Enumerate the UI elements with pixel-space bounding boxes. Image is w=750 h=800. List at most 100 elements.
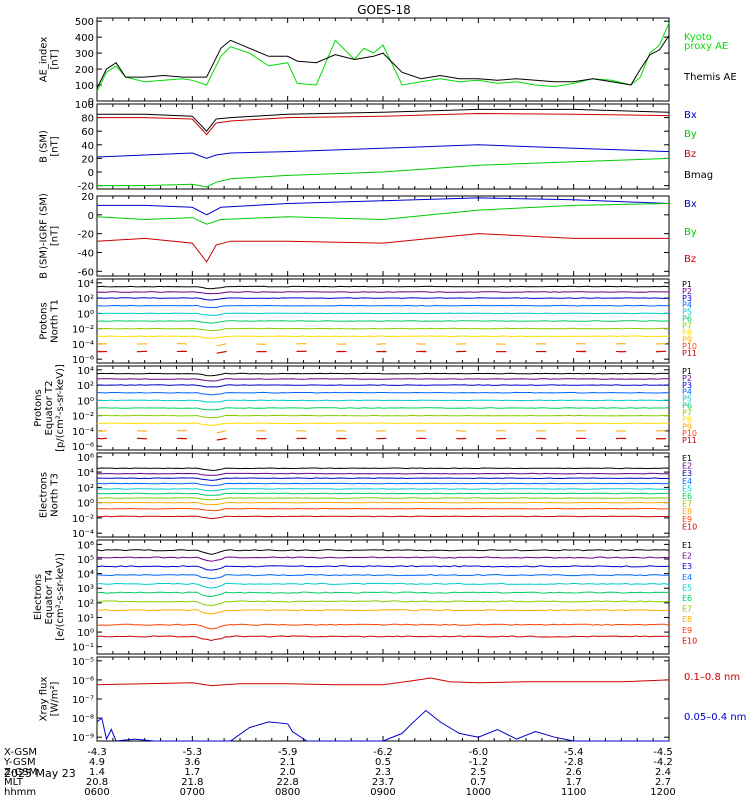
- channel-legend-E9: E9: [682, 626, 692, 635]
- channel-line-en-E9: [96, 507, 670, 512]
- ephemeris-value: 20.8: [86, 777, 108, 788]
- channel-line-ee-E1: [96, 549, 670, 555]
- ephemeris-value: -5.3: [183, 747, 203, 758]
- y-tick-label: 10⁶: [77, 540, 94, 551]
- channel-line-pn-P2: [96, 291, 669, 295]
- channel-line-ee-E6: [96, 591, 670, 598]
- y-axis-label: [nT]: [50, 49, 61, 69]
- channel-legend-E3: E3: [682, 469, 692, 478]
- series-legend-bigrf-0: Bx: [684, 199, 697, 210]
- y-axis-label: Electrons: [39, 472, 50, 518]
- series-line-bigrf-2: [96, 233, 669, 263]
- panel-frame: [96, 195, 670, 277]
- y-tick-label: 80: [81, 114, 94, 125]
- channel-legend-E1: E1: [682, 541, 692, 550]
- y-tick-label: 10⁴: [77, 570, 94, 581]
- channel-legend-P7: P7: [682, 408, 692, 417]
- ephemeris-value: -6.0: [469, 747, 489, 758]
- channel-line-en-E8: [97, 501, 669, 506]
- panel-frame: [96, 452, 670, 538]
- y-tick-label: 10⁻⁶: [72, 676, 94, 687]
- plot-title: GOES-18: [357, 3, 411, 17]
- ephemeris-row-label: hhmm: [4, 787, 36, 798]
- ephemeris-value: 2.0: [280, 767, 296, 778]
- ephemeris-value: 0.5: [375, 757, 391, 768]
- y-tick-label: 10⁶: [77, 453, 94, 464]
- y-tick-label: 10²: [77, 381, 94, 392]
- y-tick-label: 200: [75, 65, 94, 76]
- channel-legend-P8: P8: [682, 328, 692, 337]
- channel-legend-E10: E10: [682, 522, 697, 531]
- series-legend-bsm-3: Bmag: [684, 170, 713, 181]
- y-tick-label: 20: [81, 154, 94, 165]
- channel-legend-E2: E2: [682, 462, 692, 471]
- channel-line-pe-P8: [96, 422, 670, 426]
- ephemeris-table: X-GSM -4.3 -5.3 -5.9 -6.2 -6.0 -5.4 -4.5 Y-GSM 4.…: [3, 747, 676, 798]
- channel-legend-P1: P1: [682, 367, 692, 376]
- y-tick-label: 10⁰: [77, 499, 94, 510]
- channel-legend-E3: E3: [682, 562, 692, 571]
- ephemeris-value: -1.2: [469, 757, 489, 768]
- ephemeris-value: 1.4: [89, 767, 105, 778]
- channel-line-pe-P9: [96, 430, 670, 434]
- channel-line-pe-P7: [97, 414, 670, 419]
- y-tick-label: 500: [75, 17, 94, 28]
- y-tick-label: 10²: [77, 599, 94, 610]
- y-tick-label: 60: [81, 127, 94, 138]
- y-tick-label: 10⁻¹: [72, 643, 94, 654]
- ephemeris-row-label: Z-GSM: [4, 767, 37, 778]
- channel-legend-E6: E6: [682, 594, 692, 603]
- channel-line-en-E2: [96, 472, 670, 476]
- channel-line-en-E10: [97, 515, 670, 520]
- y-axis-label: Equator T4: [44, 570, 55, 625]
- channel-line-ee-E4: [96, 573, 669, 580]
- y-axis-label: B (SM): [39, 130, 50, 163]
- ephemeris-value: 1000: [466, 787, 491, 798]
- ephemeris-value: 0600: [84, 787, 109, 798]
- y-tick-label: 10²: [77, 294, 94, 305]
- y-tick-label: 10³: [77, 584, 94, 595]
- channel-line-pe-P1: [96, 372, 669, 377]
- panel-ee: 10⁶ 10⁵ 10⁴ 10³ 10² 10¹ 10⁰ 10⁻¹ Electrons Equato…: [33, 539, 697, 655]
- channel-legend-P11: P11: [682, 349, 697, 358]
- channel-line-en-E4: [96, 482, 670, 487]
- y-tick-label: 300: [75, 49, 94, 60]
- y-tick-label: 10⁻⁷: [72, 695, 94, 706]
- series-line-ae-0: [96, 22, 670, 92]
- y-axis-label: Equator T2: [44, 381, 55, 436]
- panel-bigrf: -60 -40 -20 0 20 B (SM)-IGRF (SM) [nT] Bx By Bz: [39, 192, 697, 279]
- channel-line-pn-P11: [96, 350, 670, 355]
- channel-line-en-E1: [96, 467, 670, 471]
- channel-legend-P7: P7: [682, 321, 692, 330]
- channel-line-pe-P5: [97, 399, 670, 403]
- channel-line-en-E6: [97, 492, 670, 496]
- series-line-bsm-2: [96, 144, 670, 159]
- panel-pe: 10⁴ 10² 10⁰ 10⁻² 10⁻⁴ 10⁻⁶ Protons Equator T2 [p…: [33, 364, 697, 453]
- ephemeris-value: 0800: [275, 787, 300, 798]
- channel-legend-E7: E7: [682, 500, 692, 509]
- panel-xray: 10⁻⁵ 10⁻⁶ 10⁻⁷ 10⁻⁸ 10⁻⁹ Xray flux [W/m²] 0.1–0…: [39, 656, 746, 744]
- y-tick-label: 10⁴: [77, 366, 94, 377]
- ephemeris-value: 3.6: [184, 757, 200, 768]
- series-legend-xray-1: 0.05–0.4 nm: [684, 712, 746, 723]
- ephemeris-row-label: Y-GSM: [3, 757, 36, 768]
- channel-legend-P6: P6: [682, 315, 692, 324]
- series-line-xray-1: [96, 709, 669, 742]
- y-axis-label: [e/(cm²-s-sr-keV)]: [55, 553, 66, 641]
- series-legend-xray-0: 0.1–0.8 nm: [684, 672, 740, 683]
- y-tick-label: 10⁰: [77, 309, 94, 320]
- y-axis-label: [W/m²]: [50, 681, 61, 716]
- y-tick-label: 10⁻⁸: [72, 714, 94, 725]
- ephemeris-row-label: X-GSM: [4, 747, 37, 758]
- series-legend-bsm-1: By: [684, 129, 697, 140]
- ephemeris-value: -2.8: [564, 757, 584, 768]
- channel-legend-E4: E4: [682, 573, 692, 582]
- date-label: 2025 May 23: [4, 767, 76, 780]
- series-line-bigrf-1: [96, 203, 670, 225]
- y-axis-label: Protons: [39, 302, 50, 339]
- channel-line-ee-E3: [96, 565, 670, 571]
- channel-legend-P9: P9: [682, 335, 692, 344]
- channel-legend-E8: E8: [682, 507, 692, 516]
- y-axis-label: B (SM)-IGRF (SM): [39, 193, 50, 279]
